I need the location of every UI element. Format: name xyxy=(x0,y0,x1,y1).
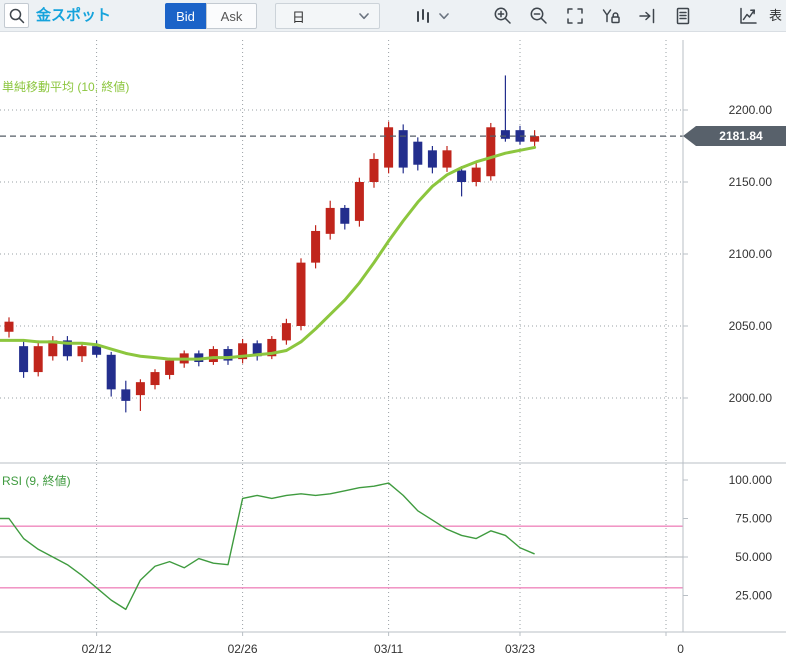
zoom-in-icon xyxy=(494,7,511,24)
sma-line xyxy=(0,145,537,361)
go-to-latest-icon xyxy=(639,8,655,24)
date-axis-label: 03/11 xyxy=(374,642,403,656)
date-axis-label: 0 xyxy=(677,642,684,656)
candle-body xyxy=(252,343,262,357)
candle-body xyxy=(48,340,58,357)
current-price-value: 2181.84 xyxy=(719,129,763,143)
go-to-latest-button[interactable] xyxy=(635,3,659,29)
chevron-down-icon xyxy=(439,12,449,20)
candle-body xyxy=(223,349,233,361)
candle-body xyxy=(62,340,72,357)
candle-body xyxy=(369,158,379,182)
y-axis-lock-icon xyxy=(602,9,620,24)
price-axis-label: 2200.00 xyxy=(729,103,773,117)
candle-body xyxy=(92,346,102,355)
search-icon xyxy=(9,8,24,23)
date-axis-label: 03/23 xyxy=(505,642,535,656)
series xyxy=(0,75,683,611)
candle-body xyxy=(19,346,29,373)
rsi-axis-label: 75.000 xyxy=(735,512,772,526)
y-axis-lock-button[interactable] xyxy=(599,3,623,29)
current-price-badge: 2181.84 xyxy=(683,126,786,146)
chart-type-select[interactable] xyxy=(403,3,461,29)
sma-indicator-label[interactable]: 単純移動平均 (10, 終値) xyxy=(2,80,130,94)
candle-body xyxy=(77,346,87,357)
price-axis-label: 2150.00 xyxy=(729,175,773,189)
candle-body xyxy=(325,207,335,234)
candle-body xyxy=(354,182,364,221)
date-axis-label: 02/26 xyxy=(228,642,258,656)
candle-body xyxy=(4,321,14,332)
indicator-chart-button[interactable] xyxy=(736,3,760,29)
candle-body xyxy=(281,323,291,341)
candle-body xyxy=(398,130,408,168)
rsi-axis-label: 25.000 xyxy=(735,589,772,603)
bid-button[interactable]: Bid xyxy=(165,3,206,29)
date-axis-label: 02/12 xyxy=(82,642,112,656)
candlestick-icon xyxy=(417,9,429,23)
chart-tools xyxy=(491,3,695,29)
candle-body xyxy=(530,136,540,142)
candle-body xyxy=(442,150,452,168)
candle-body xyxy=(135,382,145,396)
symbol-search-button[interactable] xyxy=(4,3,29,28)
axes: 2200.00 2150.00 2100.00 2050.00 2000.00 100.0… xyxy=(0,40,786,656)
price-chart-svg[interactable]: 2200.00 2150.00 2100.00 2050.00 2000.00 100.0… xyxy=(0,32,786,661)
candle-body xyxy=(413,141,423,165)
timeframe-select[interactable]: 日 xyxy=(275,3,380,29)
timeframe-value: 日 xyxy=(292,9,306,25)
candle-body xyxy=(427,150,437,168)
candle-body xyxy=(208,349,218,362)
fit-screen-icon xyxy=(567,8,583,24)
zoom-in-button[interactable] xyxy=(491,3,515,29)
chart-area[interactable]: 2200.00 2150.00 2100.00 2050.00 2000.00 100.0… xyxy=(0,32,786,661)
candle-body xyxy=(457,170,467,182)
rsi-axis-label: 50.000 xyxy=(735,550,772,564)
chart-toolbar: 金スポット Bid Ask 日 xyxy=(0,0,786,32)
price-axis-label: 2000.00 xyxy=(729,391,773,405)
candle-body xyxy=(33,346,43,373)
candle-body xyxy=(150,372,160,386)
rsi-line xyxy=(0,482,535,611)
price-axis-label: 2100.00 xyxy=(729,247,773,261)
ask-button[interactable]: Ask xyxy=(206,3,257,29)
symbol-title: 金スポット xyxy=(36,7,112,24)
candle-body xyxy=(340,207,350,224)
fit-chart-button[interactable] xyxy=(563,3,587,29)
candle-body xyxy=(165,360,175,375)
candle-body xyxy=(121,389,131,401)
candle-body xyxy=(486,127,496,177)
display-button[interactable]: 表 xyxy=(769,8,783,23)
chart-arrow-icon xyxy=(740,7,757,24)
report-button[interactable] xyxy=(671,3,695,29)
rsi-axis-label: 100.000 xyxy=(729,473,773,487)
candle-body xyxy=(296,262,306,326)
candle-body xyxy=(238,343,248,360)
candle-body xyxy=(311,230,321,263)
zoom-out-button[interactable] xyxy=(527,3,551,29)
gridlines xyxy=(0,40,683,632)
document-icon xyxy=(676,7,690,25)
price-axis-label: 2050.00 xyxy=(729,319,773,333)
rsi-indicator-label[interactable]: RSI (9, 終値) xyxy=(2,474,71,488)
zoom-out-icon xyxy=(530,7,547,24)
candle-body xyxy=(106,354,116,390)
candle-body xyxy=(384,127,394,168)
chevron-down-icon xyxy=(359,12,369,20)
candle-body xyxy=(267,338,277,357)
candle-body xyxy=(471,167,481,182)
candle-body xyxy=(500,130,510,139)
